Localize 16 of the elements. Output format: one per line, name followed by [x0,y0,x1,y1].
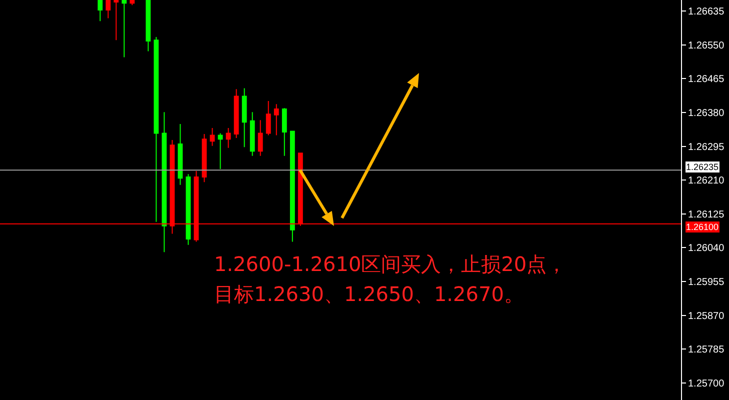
y-tick-label: 1.26040 [688,243,725,254]
y-tick-label: 1.25700 [688,378,725,390]
y-tick-label: 1.26210 [688,176,725,187]
y-tick-label: 1.25870 [688,310,725,322]
y-tick-label: 1.26380 [688,108,725,120]
annotation: 1.2600-1.2610区间买入，止损20点， [214,252,567,276]
y-tick-label: 1.26295 [688,142,725,153]
y-tick-label: 1.26125 [688,209,725,220]
annotation: 目标1.2630、1.2650、1.2670。 [214,282,524,306]
y-tick-label: 1.26550 [688,40,725,52]
y-tick-label: 1.25955 [688,277,725,288]
y-tick-label: 1.26465 [688,74,725,86]
ref-line-label: 1.26235 [686,162,719,172]
y-tick-label: 1.26635 [688,6,725,18]
y-tick-label: 1.25785 [688,344,725,356]
ref-line-label: 1.26100 [686,222,719,232]
